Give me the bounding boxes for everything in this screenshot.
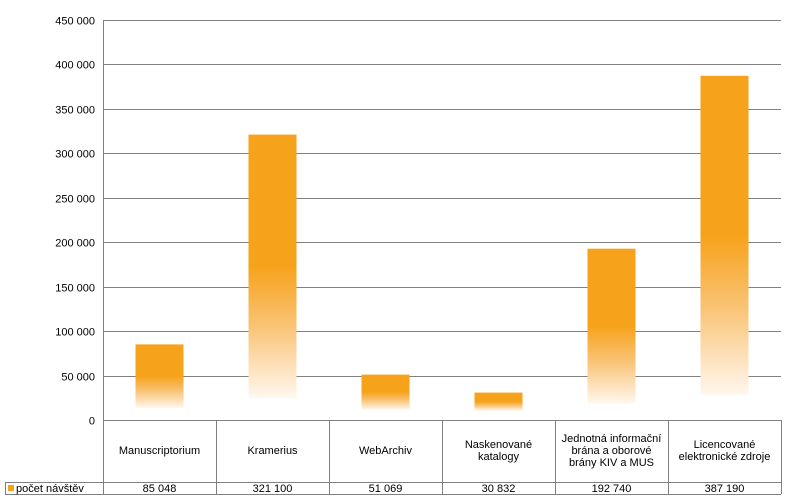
legend-label: počet návštěv xyxy=(16,483,84,495)
category-label: Licencované elektronické zdroje xyxy=(678,439,771,463)
category-label-text: WebArchiv xyxy=(359,445,412,457)
data-table: Manuscriptorium Kramerius WebArchiv Naskeno… xyxy=(5,420,782,495)
category-label: Jednotná informační brána a oborové brán… xyxy=(561,433,662,469)
data-label: 30 832 xyxy=(482,483,516,495)
data-label: 321 100 xyxy=(253,483,293,495)
category-label-text: Kramerius xyxy=(247,445,298,457)
data-label: 85 048 xyxy=(143,483,177,495)
category-label: Naskenované katalogy xyxy=(464,439,533,463)
y-tick-label: 50 000 xyxy=(61,372,95,384)
category-label-text: Manuscriptorium xyxy=(118,445,201,457)
category-label-text: Jednotná informační brána a oborové brán… xyxy=(561,433,662,469)
bar xyxy=(474,392,523,411)
data-label: 51 069 xyxy=(369,483,403,495)
y-tick-label: 300 000 xyxy=(55,149,95,161)
category-label: WebArchiv xyxy=(359,445,412,457)
y-tick-label: 250 000 xyxy=(55,194,95,206)
category-label: Kramerius xyxy=(247,445,298,457)
data-label: 192 740 xyxy=(592,483,632,495)
bar xyxy=(135,344,184,409)
bar xyxy=(700,75,749,395)
bar xyxy=(587,248,636,404)
category-label-text: Naskenované katalogy xyxy=(464,439,533,463)
category-label: Manuscriptorium xyxy=(118,445,201,457)
legend-swatch xyxy=(8,485,14,491)
y-tick-label: 100 000 xyxy=(55,327,95,339)
y-tick-label: 150 000 xyxy=(55,283,95,295)
y-tick-label: 200 000 xyxy=(55,238,95,250)
bar xyxy=(361,374,410,410)
category-label-text: Licencované elektronické zdroje xyxy=(678,439,771,463)
y-tick-label: 0 xyxy=(89,416,95,428)
gridlines xyxy=(103,20,781,494)
y-tick-label: 450 000 xyxy=(55,16,95,28)
bar xyxy=(248,134,297,398)
bars xyxy=(135,75,749,411)
y-tick-label: 350 000 xyxy=(55,105,95,117)
y-tick-label: 400 000 xyxy=(55,60,95,72)
y-axis-tick-labels: 0 50 000 100 000 150 000 200 000 250 000 300 0… xyxy=(55,16,95,428)
data-label: 387 190 xyxy=(705,483,745,495)
